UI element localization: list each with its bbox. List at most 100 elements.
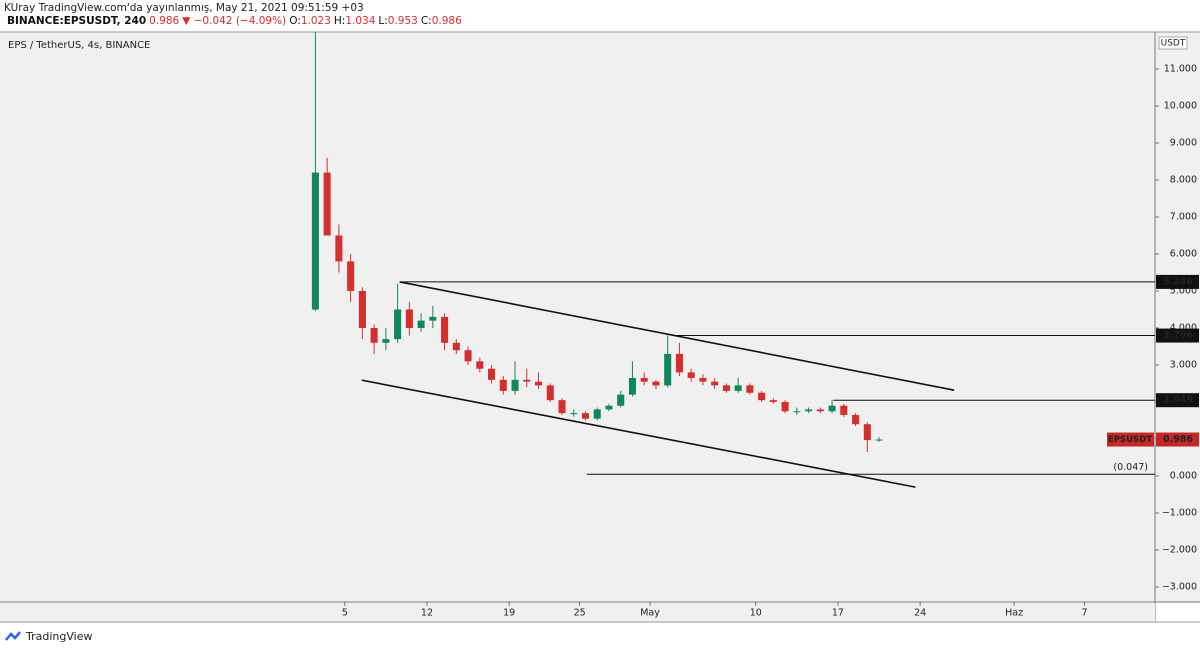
candle-body — [816, 409, 824, 412]
candle-body — [405, 309, 413, 329]
y-tick-label: −2.000 — [1162, 545, 1197, 556]
candle-body — [781, 402, 789, 412]
header-part: 0.986 — [432, 15, 462, 27]
price-label: 2.049 — [1163, 395, 1193, 406]
time-axis — [0, 603, 1155, 622]
candle-body — [581, 413, 590, 419]
logo-icon — [5, 631, 21, 641]
candle-body — [605, 405, 613, 410]
x-tick-label: Haz — [1005, 608, 1023, 619]
candle-body — [523, 379, 531, 382]
candle-body — [417, 320, 425, 329]
y-tick-label: 6.000 — [1170, 249, 1197, 260]
y-tick-label: 8.000 — [1170, 175, 1197, 186]
candle-body — [828, 405, 836, 412]
candle-body — [452, 342, 460, 351]
candle-body — [769, 400, 777, 403]
candle-body — [464, 350, 472, 362]
price-label-box — [1156, 328, 1199, 343]
x-tick-label: 25 — [574, 608, 586, 619]
price-label-box — [1156, 393, 1199, 408]
candle-body — [546, 385, 554, 401]
price-label: 3.796 — [1163, 330, 1193, 341]
candle-body — [488, 368, 496, 380]
y-tick-label: 9.000 — [1170, 138, 1197, 149]
header-part: 1.023 — [301, 15, 331, 27]
header-part: 0.953 — [388, 15, 418, 27]
last-name: EPSUSDT — [1108, 435, 1152, 445]
header-part: L: — [378, 15, 387, 27]
candle-body — [711, 381, 719, 386]
candle-body — [534, 381, 543, 386]
candle-body — [746, 385, 754, 393]
logo — [5, 631, 21, 641]
y-tick-label: −1.000 — [1162, 508, 1197, 519]
last-price-box — [1156, 432, 1199, 447]
candle-body — [370, 328, 378, 343]
candle-body — [499, 379, 507, 391]
chart-title: EPS / TetherUS, 4s, BINANCE — [8, 40, 150, 51]
price-axis — [1155, 32, 1200, 602]
header-line: KUray TradingView.com'da yayınlanmış, Ma… — [4, 2, 364, 14]
candle-body — [664, 353, 672, 386]
y-tick-label: 4.000 — [1170, 323, 1197, 334]
candle-body — [382, 339, 390, 343]
x-tick-label: 12 — [421, 608, 433, 619]
candle-body — [687, 372, 695, 378]
candle-body — [640, 377, 648, 382]
candle-body — [335, 235, 343, 262]
y-tick-label: 11.000 — [1164, 64, 1197, 75]
candle-body — [875, 439, 883, 441]
price-label-box — [1156, 274, 1199, 289]
candle-body — [347, 261, 355, 292]
candle-body — [323, 172, 331, 236]
plot-layer — [311, 32, 1155, 488]
x-tick-label: 24 — [914, 608, 926, 619]
y-tick-label: 7.000 — [1170, 212, 1197, 223]
y-tick-label: 3.000 — [1170, 360, 1197, 371]
header-part: H: — [334, 15, 345, 27]
candle-body — [699, 377, 707, 382]
x-tick-label: 17 — [832, 608, 844, 619]
brand: TradingView — [25, 630, 92, 643]
candle-body — [358, 291, 366, 329]
candle-body — [734, 385, 742, 391]
candle-body — [511, 379, 519, 391]
candle-body — [758, 392, 766, 401]
y-tick-label: 5.000 — [1170, 286, 1197, 297]
header-part: BINANCE:EPSUSDT, 240 — [7, 15, 146, 27]
candle-body — [863, 424, 871, 441]
header-part: C: — [421, 15, 432, 27]
header-part: O: — [289, 15, 301, 27]
candle-body — [570, 413, 578, 415]
candle-body — [722, 385, 730, 391]
header-part: 1.034 — [345, 15, 375, 27]
candle-body — [617, 394, 625, 406]
candle-body — [852, 414, 860, 425]
x-tick-label: 10 — [750, 608, 762, 619]
candle-body — [429, 316, 437, 321]
trendline — [361, 379, 916, 488]
candle-body — [394, 309, 402, 340]
candle-body — [793, 411, 801, 413]
y-tick-label: 0.000 — [1170, 471, 1197, 482]
x-tick-label: May — [640, 608, 660, 619]
last-price: 0.986 — [1163, 434, 1193, 445]
x-tick-label: 19 — [503, 608, 515, 619]
y-tick-label: −3.000 — [1162, 582, 1197, 593]
price-label: 5.246 — [1163, 276, 1193, 287]
header-part: ▼ −0.042 (−4.09%) — [182, 15, 286, 27]
unit-box — [1158, 36, 1188, 50]
header-quote: BINANCE:EPSUSDT, 240 0.986 ▼ −0.042 (−4.09… — [7, 15, 462, 27]
unit-label: USDT — [1161, 39, 1186, 49]
y-tick-label: 10.000 — [1164, 101, 1197, 112]
x-tick-label: 5 — [342, 608, 348, 619]
candle-body — [675, 353, 683, 373]
candle-body — [652, 381, 660, 386]
candle-body — [840, 405, 848, 415]
candle-body — [441, 316, 449, 343]
candle-body — [311, 172, 319, 310]
header-part: 0.986 — [149, 15, 179, 27]
last-name-box — [1107, 432, 1154, 447]
